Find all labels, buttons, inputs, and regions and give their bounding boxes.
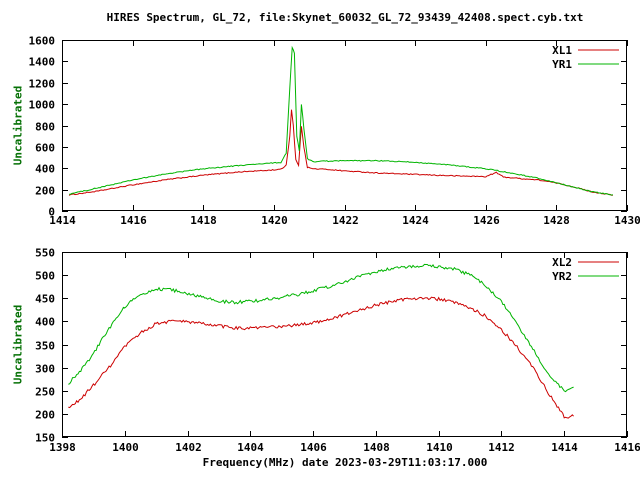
y-tick-label: 300 xyxy=(35,363,55,376)
y-tick-label: 400 xyxy=(35,163,55,176)
x-tick-label: 1414 xyxy=(551,441,578,454)
y-tick-label: 200 xyxy=(35,185,55,198)
series-line-XL1 xyxy=(68,109,613,196)
axis-ticks xyxy=(62,40,628,212)
x-tick-label: 1402 xyxy=(175,441,202,454)
x-tick-label: 1418 xyxy=(190,214,217,227)
y-tick-label: 500 xyxy=(35,270,55,283)
spectrum-chart-bottom: 1398 1400 1402 1404 1406 1408 1410 1412 1414 1416… xyxy=(35,247,640,455)
x-tick-label: 1416 xyxy=(120,214,147,227)
y-tick-label: 250 xyxy=(35,386,55,399)
x-tick-label: 1426 xyxy=(473,214,500,227)
x-tick-label: 1404 xyxy=(237,441,264,454)
y-tick-label: 350 xyxy=(35,340,55,353)
x-tick-label: 1424 xyxy=(402,214,429,227)
x-tick-label: 1414 xyxy=(49,214,76,227)
y-tick-label: 200 xyxy=(35,409,55,422)
y-tick-label: 450 xyxy=(35,293,55,306)
x-tick-label: 1420 xyxy=(261,214,288,227)
y-tick-label: 0 xyxy=(48,206,55,219)
y-tick-label: 1000 xyxy=(29,99,56,112)
x-tick-label: 1430 xyxy=(614,214,640,227)
legend-label-YR1: YR1 xyxy=(552,58,572,71)
y-tick-label: 550 xyxy=(35,247,55,260)
spectrum-chart-top: 1414 1416 1418 1420 1422 1424 1426 1428 1430 0 200… xyxy=(29,35,640,228)
plot-border xyxy=(62,252,627,437)
axis-ticks xyxy=(62,252,628,438)
x-tick-label: 1412 xyxy=(488,441,515,454)
y-tick-label: 1200 xyxy=(29,78,56,91)
x-tick-label: 1410 xyxy=(426,441,453,454)
x-tick-label: 1406 xyxy=(300,441,327,454)
legend-label-YR2: YR2 xyxy=(552,270,572,283)
y-tick-label: 600 xyxy=(35,142,55,155)
y-tick-label: 800 xyxy=(35,121,55,134)
x-tick-label: 1416 xyxy=(614,441,640,454)
plot-border xyxy=(62,40,627,211)
x-tick-label: 1408 xyxy=(363,441,390,454)
y-tick-label: 400 xyxy=(35,316,55,329)
y-tick-label: 1400 xyxy=(29,56,56,69)
y-tick-label: 1600 xyxy=(29,35,56,48)
series-line-YR1 xyxy=(69,45,613,196)
x-tick-label: 1428 xyxy=(543,214,570,227)
x-axis-label: Frequency(MHz) date 2023-03-29T11:03:17.… xyxy=(202,456,488,469)
y-tick-label: 150 xyxy=(35,432,55,445)
x-tick-label: 1422 xyxy=(332,214,359,227)
x-tick-label: 1400 xyxy=(112,441,139,454)
series-line-XL2 xyxy=(68,296,574,419)
series-line-YR2 xyxy=(68,263,574,393)
legend-label-XL2: XL2 xyxy=(552,256,572,269)
x-tick-label: 1398 xyxy=(49,441,76,454)
legend-label-XL1: XL1 xyxy=(552,44,572,57)
chart-title: HIRES Spectrum, GL_72, file:Skynet_60032… xyxy=(106,11,584,24)
